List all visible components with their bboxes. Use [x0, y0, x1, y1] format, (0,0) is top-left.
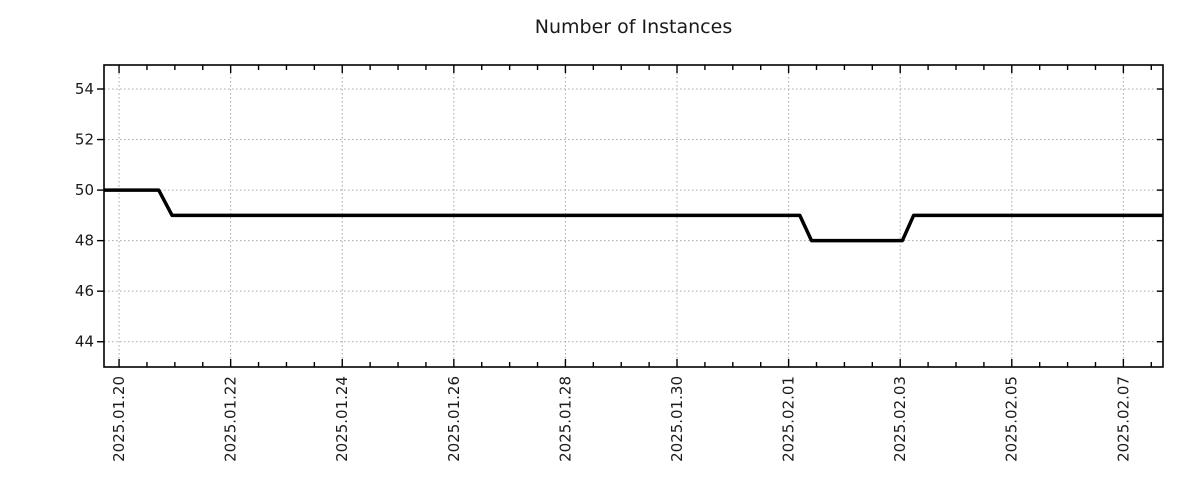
x-tick-label: 2025.02.03 [891, 376, 909, 462]
x-tick-label: 2025.01.24 [333, 376, 351, 462]
y-tick-label: 52 [75, 131, 94, 149]
y-tick-label: 44 [75, 333, 94, 351]
x-tick-label: 2025.01.22 [222, 376, 240, 462]
y-tick-label: 54 [75, 80, 94, 98]
chart-title: Number of Instances [534, 16, 733, 38]
x-tick-label: 2025.01.28 [556, 376, 574, 462]
y-tick-label: 48 [75, 232, 94, 250]
x-tick-label: 2025.01.26 [445, 376, 463, 462]
x-tick-label: 2025.02.07 [1114, 376, 1132, 462]
x-tick-label: 2025.01.20 [110, 376, 128, 462]
x-tick-label: 2025.02.05 [1003, 376, 1021, 462]
x-tick-label: 2025.02.01 [780, 376, 798, 462]
x-tick-label: 2025.01.30 [668, 376, 686, 462]
y-tick-label: 50 [75, 181, 94, 199]
y-tick-label: 46 [75, 282, 94, 300]
data-line [104, 188, 1163, 243]
